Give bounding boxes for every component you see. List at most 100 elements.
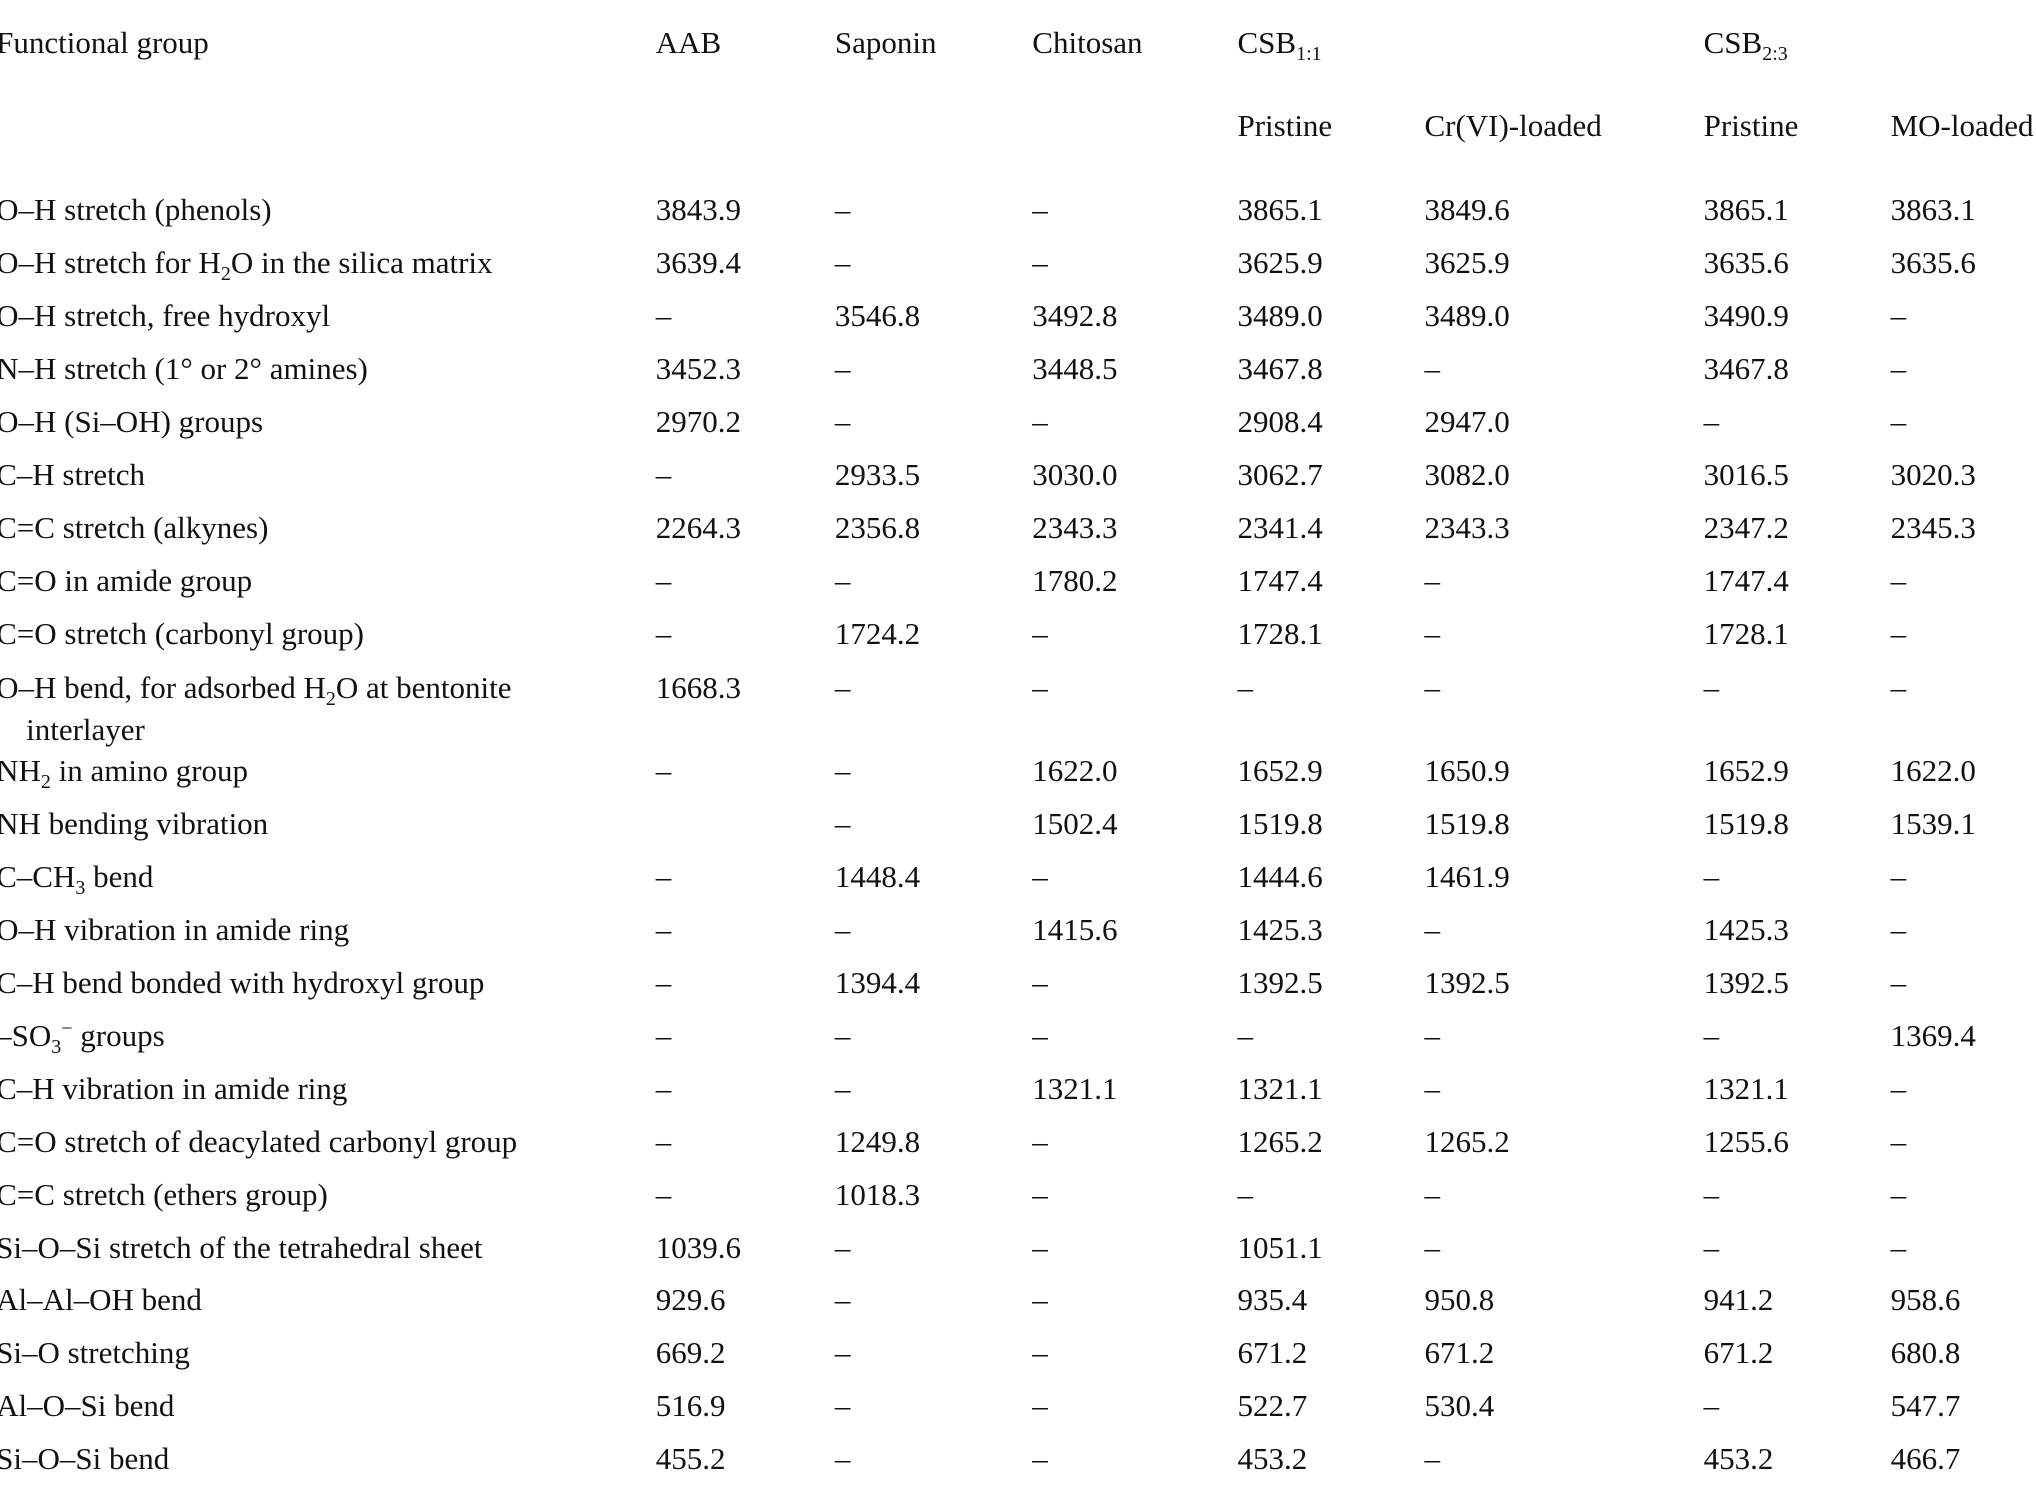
value-cell: 1018.3 [834,1176,921,1212]
row-label: Al–O–Si bend [0,1388,175,1424]
value-cell: 941.2 [1703,1282,1774,1318]
row-label: Si–O–Si stretch of the tetrahedral sheet [0,1229,483,1265]
value-cell: 1461.9 [1424,859,1510,895]
value-cell: 3849.6 [1424,192,1510,228]
value-cell: 2970.2 [655,404,741,439]
text: CSB [1237,24,1297,60]
value-cell: – [834,351,851,387]
value-cell: – [834,753,851,789]
text: bend [85,859,154,895]
value-cell: 1392.5 [1424,964,1510,1000]
value-cell: – [834,912,851,948]
value-cell: – [1032,245,1048,281]
value-cell: 3452.3 [655,351,741,387]
value-cell: 1321.1 [1237,1070,1323,1106]
value-cell: 3546.8 [834,298,921,334]
value-cell: – [1032,1282,1048,1318]
value-cell: 2345.3 [1890,509,1976,545]
value-cell: – [1032,964,1048,1000]
value-cell: 2341.4 [1237,509,1323,545]
column-header: AAB [655,24,722,60]
value-cell: 1747.4 [1237,562,1323,598]
value-cell: 3082.0 [1424,456,1510,492]
value-cell: – [1890,1229,1907,1265]
row-label: Al–Al–OH bend [0,1282,202,1318]
value-cell: 1369.4 [1890,1017,1976,1053]
value-cell: 2933.5 [834,456,921,492]
value-cell: – [834,245,851,281]
value-cell: 1448.4 [834,859,921,895]
text: groups [72,1017,165,1053]
value-cell: – [1703,1017,1720,1053]
row-label: O–H stretch for H2O in the silica matrix [0,242,616,284]
subcolumn-header: Pristine [1237,107,1333,143]
value-cell: 1519.8 [1424,806,1510,842]
value-cell: – [1032,1017,1048,1053]
value-cell: 3635.6 [1703,245,1789,281]
row-label: O–H vibration in amide ring [0,912,350,948]
value-cell: – [1703,1176,1720,1212]
text: O at bentonite interlayer [26,670,512,748]
value-cell: – [834,1282,851,1318]
row-label: C–H bend bonded with hydroxyl group [0,964,485,1000]
row-label: C–H vibration in amide ring [0,1070,348,1106]
value-cell: 3490.9 [1703,298,1789,334]
value-cell: – [834,1229,851,1265]
value-cell: 2343.3 [1032,509,1118,545]
value-cell: 3865.1 [1703,192,1789,228]
value-cell: – [1890,562,1907,598]
value-cell: 3062.7 [1237,456,1323,492]
value-cell: – [1032,1123,1048,1159]
text: C–CH [0,859,76,895]
value-cell: 1780.2 [1032,562,1118,598]
value-cell: 3635.6 [1890,245,1976,281]
value-cell: – [1237,1017,1253,1053]
value-cell: – [1032,1388,1048,1424]
row-label: O–H stretch, free hydroxyl [0,298,331,334]
value-cell: 3030.0 [1032,456,1118,492]
value-cell: – [1424,1070,1440,1106]
value-cell: 935.4 [1237,1282,1308,1318]
value-cell: – [834,192,851,228]
subcolumn-header: Cr(VI)-loaded [1424,107,1602,143]
value-cell: – [655,912,672,948]
value-cell: – [1424,1441,1440,1477]
value-cell: 1650.9 [1424,753,1510,789]
value-cell: 2264.3 [655,509,741,545]
value-cell: 1039.6 [655,1229,741,1265]
value-cell: – [834,1017,851,1053]
value-cell: 1415.6 [1032,912,1118,948]
value-cell: – [655,964,672,1000]
value-cell: – [1703,404,1720,439]
value-cell: 453.2 [1703,1441,1774,1477]
value-cell: 3863.1 [1890,192,1976,228]
value-cell: – [655,1176,672,1212]
row-label: C=O in amide group [0,562,253,598]
value-cell: – [1032,1229,1048,1265]
value-cell: – [655,859,672,895]
value-cell: – [1032,615,1048,651]
value-cell: – [1890,1176,1907,1212]
row-label: O–H stretch (phenols) [0,192,272,228]
row-label: NH2 in amino group [0,750,616,792]
value-cell: 453.2 [1237,1441,1308,1477]
value-cell: – [1890,670,1907,706]
value-cell: 3625.9 [1424,245,1510,281]
value-cell: – [1424,562,1440,598]
value-cell: 958.6 [1890,1282,1961,1318]
text: in amino group [50,753,249,789]
value-cell: 1622.0 [1890,753,1976,789]
subcolumn-header: MO-loaded [1890,107,2034,143]
value-cell: – [1424,1017,1440,1053]
value-cell: – [655,298,672,334]
value-cell: – [1890,912,1907,948]
value-cell: – [1890,615,1907,651]
value-cell: 3016.5 [1703,456,1789,492]
value-cell: 3467.8 [1237,351,1323,387]
value-cell: – [1890,1070,1907,1106]
value-cell: 2908.4 [1237,404,1323,439]
value-cell: 1265.2 [1237,1123,1323,1159]
value-cell: – [834,1388,851,1424]
